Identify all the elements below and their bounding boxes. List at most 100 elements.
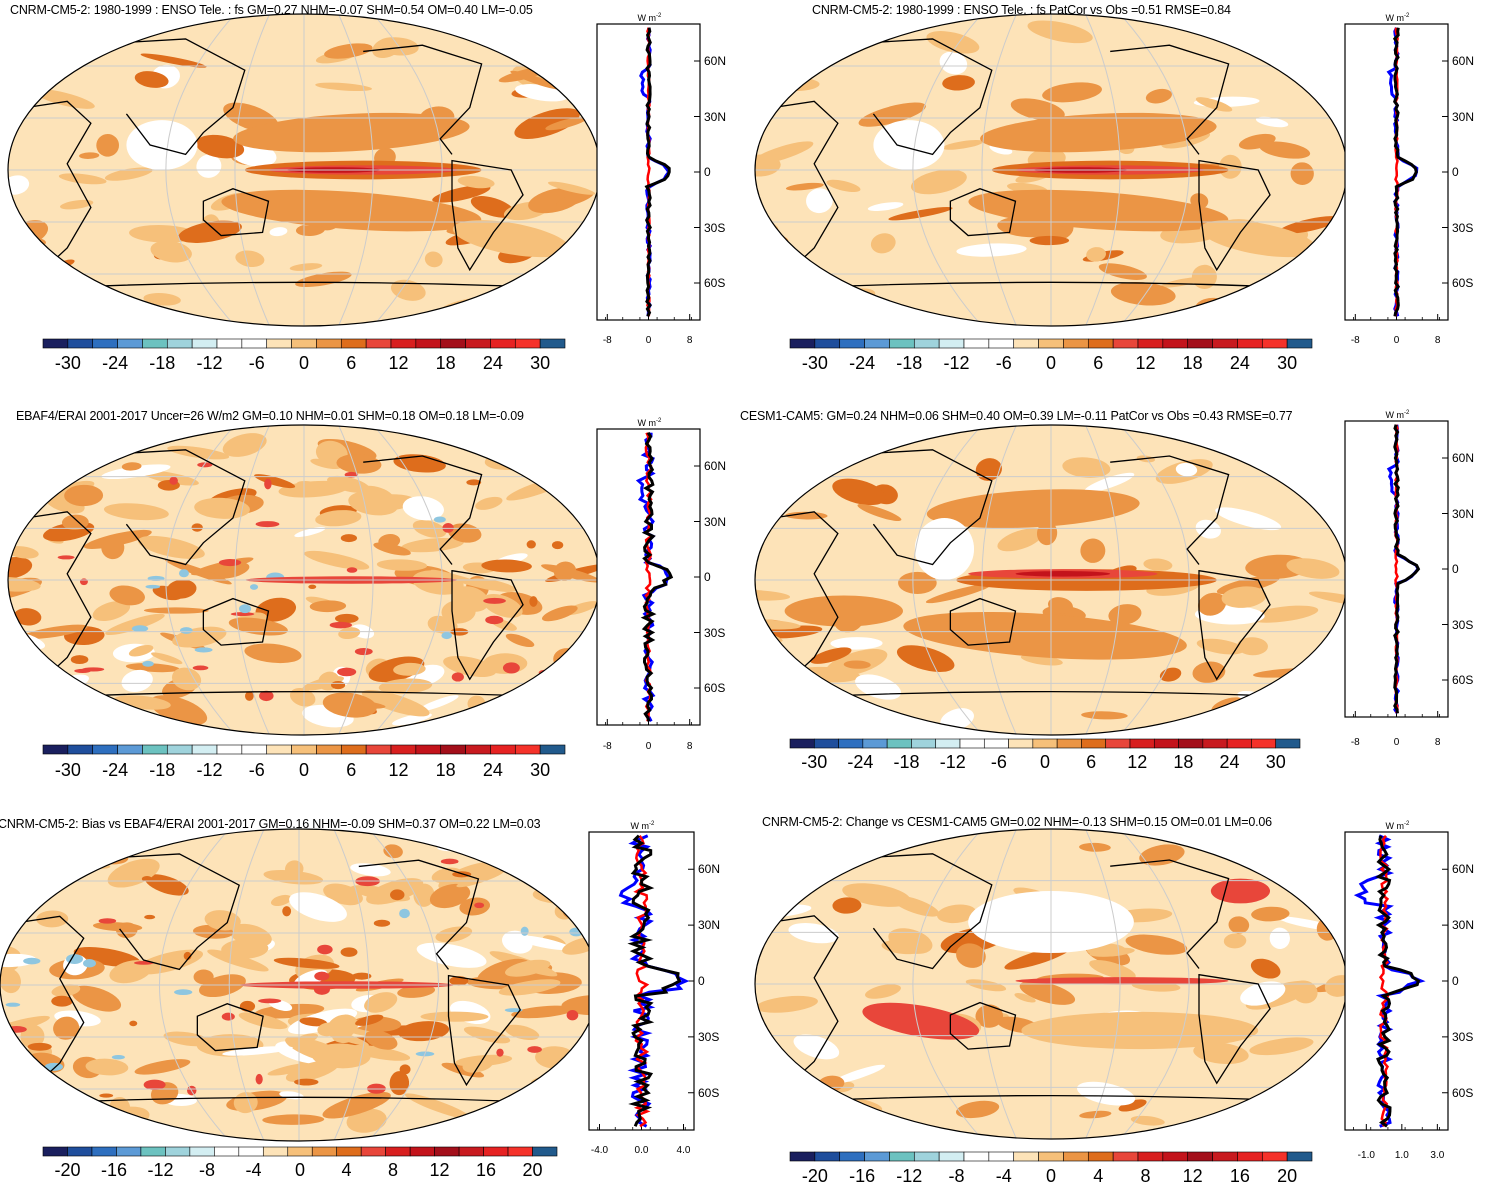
field-blob (22, 462, 42, 471)
colorbar-box (117, 338, 143, 349)
coastline-north-america (1110, 455, 1230, 565)
field-blob (239, 604, 252, 614)
zonal-xtick-label: 8 (686, 741, 693, 752)
colorbar-box (911, 738, 937, 749)
field-blob (1098, 263, 1147, 280)
coastline-australia (949, 188, 1017, 237)
field-blob (832, 897, 862, 914)
field-blob (24, 32, 69, 53)
colorbar-box (1275, 738, 1301, 749)
colorbar-box (889, 338, 915, 349)
field-blob (315, 82, 373, 92)
field-blob (289, 892, 347, 922)
colorbar-box (316, 338, 342, 349)
field-blob (542, 672, 580, 688)
colorbar-box (189, 1146, 215, 1157)
colorbar-box (166, 338, 193, 349)
field-blob (211, 561, 250, 579)
field-blob (873, 120, 945, 170)
field-blob (1272, 688, 1342, 716)
colorbar-box (1187, 1151, 1213, 1162)
colorbar-box (434, 1146, 460, 1157)
colorbar-box (216, 744, 243, 755)
field-blob (566, 1009, 579, 1021)
zonal-mean-plot (1344, 831, 1449, 1131)
field-blob (1250, 958, 1281, 979)
field-blob (121, 462, 142, 471)
field-blob (270, 894, 292, 907)
zonal-xtick-label: -8 (1350, 737, 1360, 748)
colorbar-tick-label: -4 (995, 1166, 1012, 1186)
zonal-series-line (640, 431, 674, 722)
field-blob (296, 481, 324, 490)
field-blob (331, 680, 346, 690)
field-blob (204, 910, 241, 931)
field-blob (83, 959, 96, 968)
colorbar-box (1087, 338, 1114, 349)
field-blob (0, 910, 10, 916)
zonal-xtick-label: 0.0 (634, 1145, 649, 1156)
colorbar-box (116, 1146, 142, 1157)
field-blob (433, 516, 446, 523)
colorbar-box (1137, 1151, 1164, 1162)
field-blob (470, 578, 517, 593)
colorbar (42, 744, 566, 755)
field-blob (138, 535, 205, 559)
field-blob (488, 844, 514, 856)
colorbar-tick-label: -12 (147, 1160, 174, 1180)
field-blob (1080, 538, 1106, 563)
colorbar-box (42, 1146, 68, 1157)
field-blob (539, 680, 563, 689)
field-blob (529, 596, 538, 607)
colorbar-box (42, 338, 69, 349)
zonal-ytick-label: 60N (1452, 862, 1475, 877)
colorbar-tick-label: 8 (1140, 1166, 1151, 1186)
field-blob (1244, 704, 1286, 724)
colorbar-box (1105, 738, 1131, 749)
field-blob (891, 895, 940, 917)
colorbar-box (1237, 338, 1263, 349)
field-blob (1259, 141, 1311, 159)
field-blob (315, 510, 362, 527)
field-blob (1302, 73, 1333, 85)
field-blob (843, 660, 871, 669)
graticule-meridian (333, 829, 370, 1141)
colorbar-tick-label: 6 (1093, 353, 1104, 373)
field-blob (337, 667, 357, 677)
zonal-ytick-label: 0 (704, 165, 711, 179)
field-blob (8, 289, 57, 304)
colorbar-box (266, 744, 292, 755)
colorbar-tick-label: 18 (435, 353, 456, 373)
field-blob (549, 677, 591, 699)
field-blob (789, 707, 829, 718)
coastline-antarctica (784, 281, 1318, 290)
colorbar-tick-label: 6 (1086, 752, 1097, 772)
graticule-meridian (234, 425, 270, 735)
field-blob (939, 51, 968, 75)
map-panel-5 (0, 828, 599, 1142)
colorbar-box (409, 1146, 435, 1157)
colorbar-tick-label: 4 (1093, 1166, 1104, 1186)
colorbar-box (913, 338, 940, 349)
field-blob (364, 992, 398, 1013)
field-blob (314, 971, 330, 981)
coastline-north-america (358, 859, 480, 970)
coastline-south-america (447, 974, 522, 1087)
coastline-south-america (451, 159, 524, 272)
zonal-series-line (618, 834, 690, 1128)
coastline-africa (772, 100, 839, 271)
field-blob (8, 576, 41, 592)
field-blob (810, 647, 852, 664)
field-blob (1270, 680, 1324, 703)
colorbar-box (1261, 1151, 1288, 1162)
colorbar-box (1081, 738, 1107, 749)
colorbar-box (1129, 738, 1155, 749)
field-blob (528, 187, 582, 214)
colorbar-box (142, 744, 168, 755)
field-blob (399, 1064, 411, 1075)
colorbar-box (1137, 338, 1164, 349)
field-blob (101, 464, 171, 480)
field-blob (171, 667, 202, 691)
coastline-antarctica (784, 690, 1318, 699)
